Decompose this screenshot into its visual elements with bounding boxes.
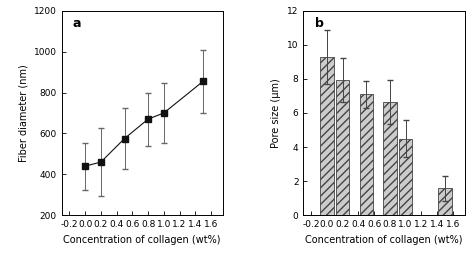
Y-axis label: Pore size (μm): Pore size (μm) (272, 78, 282, 148)
X-axis label: Concentration of collagen (wt%): Concentration of collagen (wt%) (305, 235, 463, 245)
Bar (360, 94, 373, 215)
Text: b: b (315, 17, 324, 30)
Bar (320, 57, 334, 215)
X-axis label: Concentration of collagen (wt%): Concentration of collagen (wt%) (64, 235, 221, 245)
Y-axis label: Fiber diameter (nm): Fiber diameter (nm) (18, 64, 28, 162)
Bar (438, 188, 452, 215)
Bar (336, 80, 349, 215)
Bar (399, 139, 412, 215)
Bar (383, 102, 397, 215)
Text: a: a (73, 17, 82, 30)
